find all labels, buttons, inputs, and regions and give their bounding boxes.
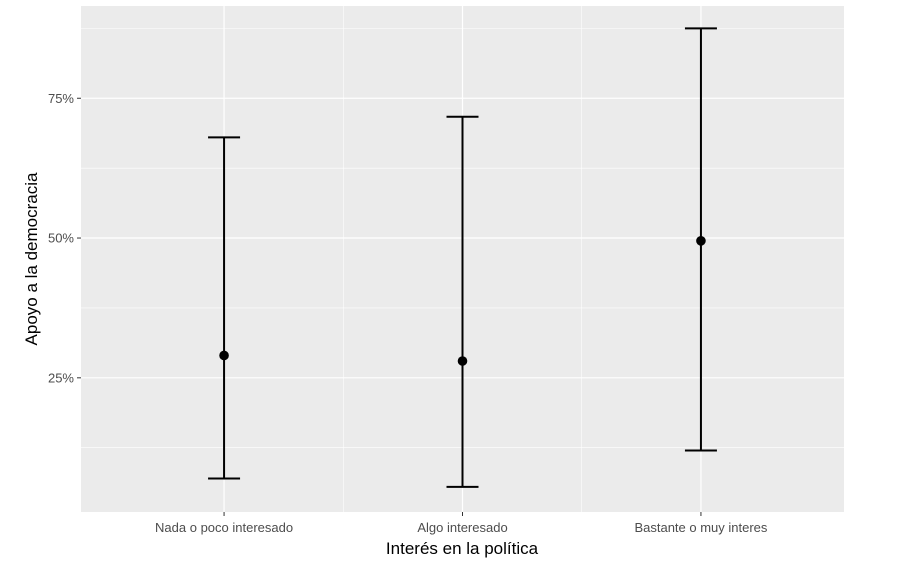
- point-estimate: [457, 356, 468, 366]
- point-estimate: [696, 236, 706, 246]
- x-axis-title: Interés en la política: [386, 539, 539, 558]
- y-tick-label: 25%: [48, 370, 74, 385]
- y-axis-title: Apoyo a la democracia: [22, 172, 41, 345]
- point-estimate: [219, 350, 229, 361]
- x-axis-ticks: Nada o poco interesado Algo interesado Bas…: [155, 512, 768, 535]
- x-tick-label: Nada o poco interesado: [155, 520, 293, 535]
- y-tick-label: 50%: [48, 231, 74, 246]
- y-tick-label: 75%: [48, 91, 74, 106]
- x-tick-label: Bastante o muy interes: [634, 520, 767, 535]
- error-bars: [208, 27, 717, 488]
- y-axis-ticks: 25% 50% 75%: [48, 91, 81, 385]
- x-tick-label: Algo interesado: [417, 520, 507, 535]
